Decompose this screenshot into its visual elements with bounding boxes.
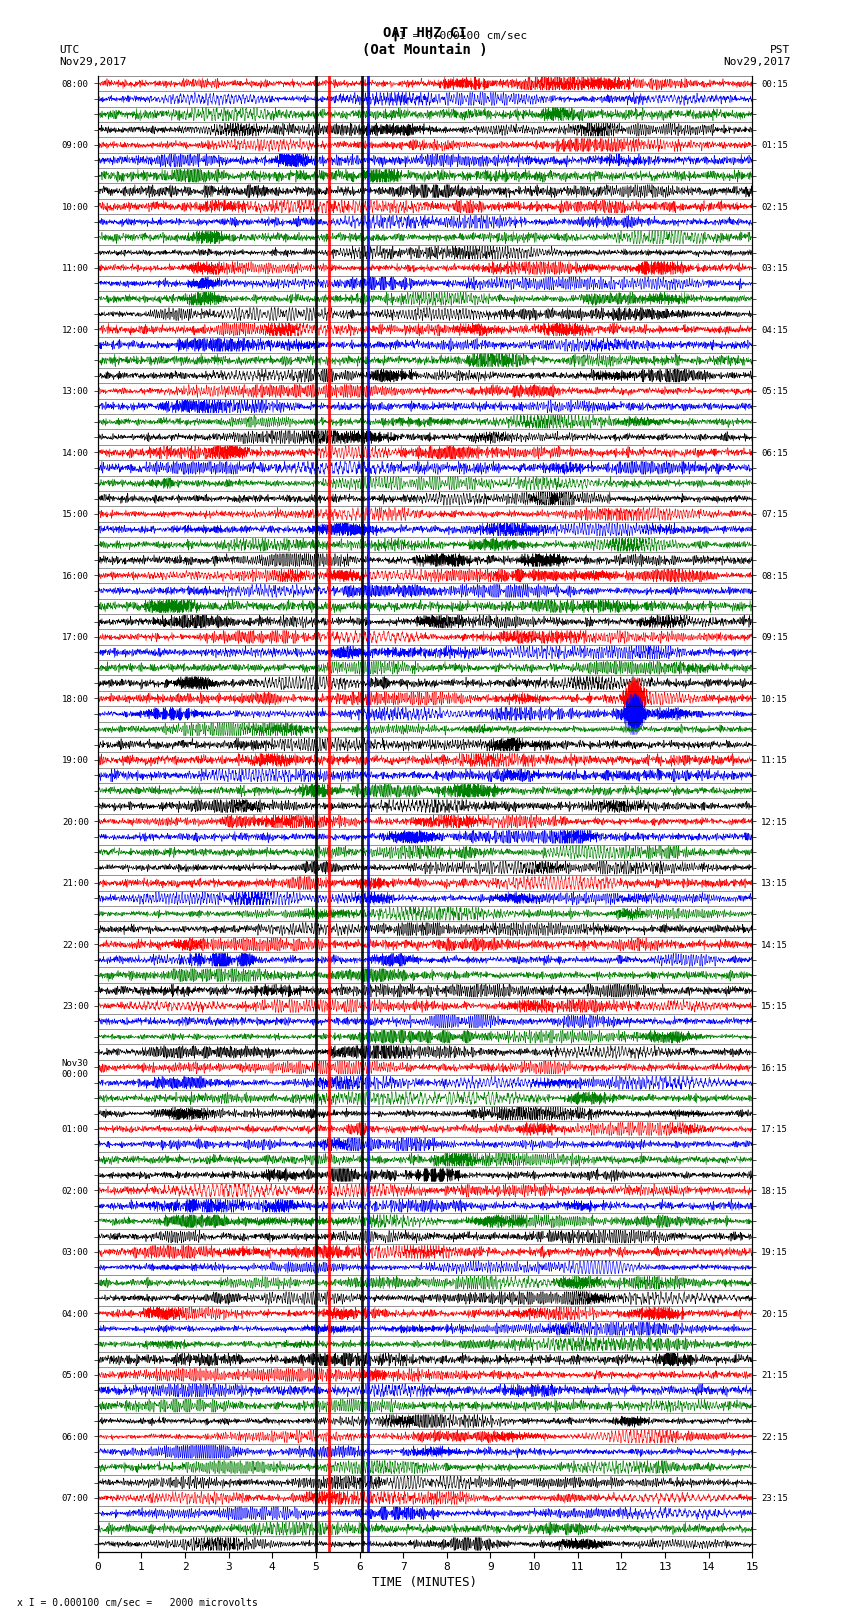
Title: OAT HHZ CI
(Oat Mountain ): OAT HHZ CI (Oat Mountain ) [362,26,488,56]
X-axis label: TIME (MINUTES): TIME (MINUTES) [372,1576,478,1589]
Text: UTC
Nov29,2017: UTC Nov29,2017 [60,45,127,66]
Text: x I = 0.000100 cm/sec =   2000 microvolts: x I = 0.000100 cm/sec = 2000 microvolts [17,1598,258,1608]
Text: I = 0.000100 cm/sec: I = 0.000100 cm/sec [399,31,527,40]
Text: PST
Nov29,2017: PST Nov29,2017 [723,45,791,66]
